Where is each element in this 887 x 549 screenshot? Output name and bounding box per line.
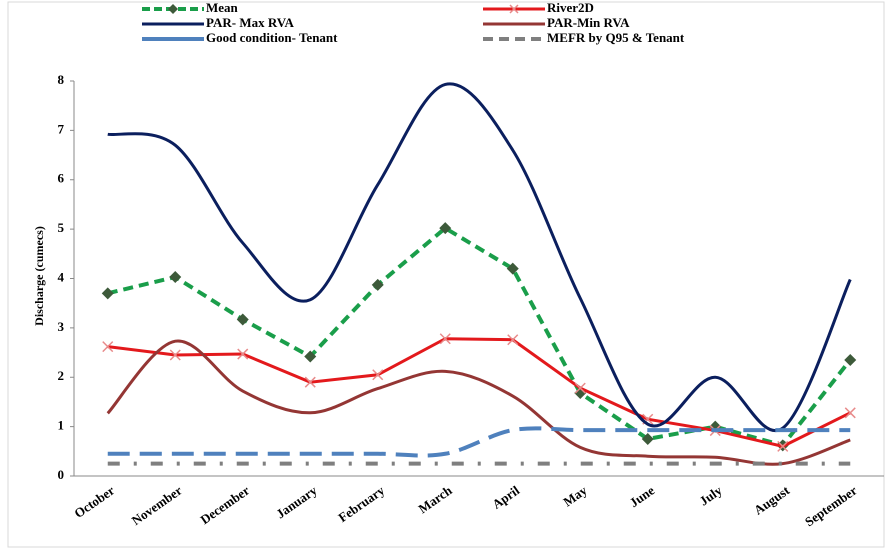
marker (237, 348, 249, 360)
marker (304, 376, 316, 388)
marker (439, 333, 451, 345)
series-line (107, 426, 851, 458)
marker (102, 341, 114, 353)
marker (169, 349, 181, 361)
y-tick-label: 7 (58, 121, 65, 136)
marker (372, 369, 384, 381)
marker (101, 287, 114, 300)
y-tick-label: 2 (58, 368, 65, 383)
y-tick-label: 1 (58, 418, 65, 433)
marker (507, 334, 519, 346)
legend-label: PAR- Max RVA (206, 15, 294, 30)
x-tick-label: May (560, 482, 590, 509)
series-line (107, 225, 852, 448)
y-tick-label: 0 (58, 467, 65, 482)
x-tick-label: April (489, 482, 522, 511)
legend-label: Mean (206, 0, 239, 15)
marker (844, 353, 857, 366)
x-tick-label: November (129, 482, 185, 528)
marker (304, 350, 317, 363)
marker (641, 432, 654, 445)
y-tick-label: 5 (58, 220, 65, 235)
x-tick-label: February (335, 482, 387, 525)
x-tick-label: January (273, 482, 320, 521)
series-line (107, 82, 852, 433)
x-tick-label: September (802, 482, 860, 529)
marker (506, 262, 519, 275)
marker (777, 440, 789, 452)
legend-label: Good condition- Tenant (206, 30, 338, 45)
x-tick-label: December (197, 482, 252, 527)
series-line (107, 337, 851, 448)
marker (574, 382, 586, 394)
x-tick-label: August (751, 482, 793, 517)
legend-label: PAR-Min RVA (547, 15, 630, 30)
x-tick-label: October (71, 482, 117, 521)
chart-frame (7, 1, 885, 548)
x-tick-label: March (416, 482, 456, 516)
y-tick-label: 3 (58, 319, 65, 334)
marker (236, 313, 249, 326)
marker (844, 407, 856, 419)
legend-marker (168, 4, 178, 14)
x-tick-label: July (697, 482, 726, 508)
y-tick-label: 6 (58, 171, 65, 186)
legend-label: MEFR by Q95 & Tenant (547, 30, 685, 45)
legend-marker (509, 4, 519, 14)
x-tick-label: June (627, 482, 658, 510)
series-line (106, 339, 851, 466)
marker (439, 222, 452, 235)
y-tick-label: 8 (58, 72, 65, 87)
y-axis-label: Discharge (cumecs) (32, 226, 46, 326)
marker (371, 278, 384, 291)
y-tick-label: 4 (58, 269, 65, 284)
legend-label: River2D (547, 0, 594, 15)
marker (169, 271, 182, 284)
